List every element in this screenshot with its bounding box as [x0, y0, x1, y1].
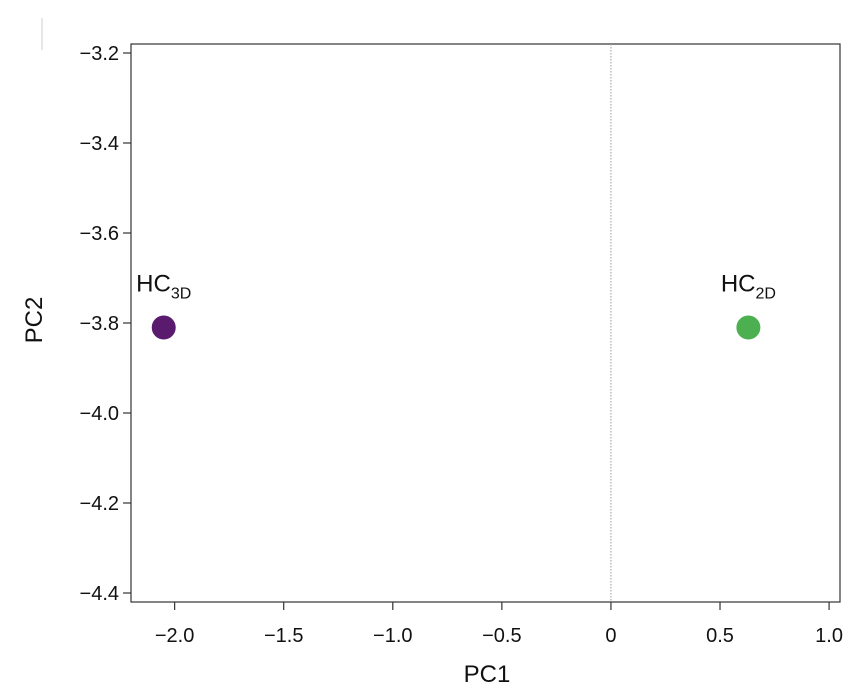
x-tick-label: −1.5: [264, 625, 303, 647]
y-tick-label: −3.8: [80, 313, 119, 335]
point-label-main: HC: [721, 271, 756, 298]
y-tick-label: −3.4: [80, 133, 119, 155]
data-point-hc-2d: [736, 315, 761, 340]
y-tick-label: −4.0: [80, 403, 119, 425]
data-point-hc-3d: [151, 315, 176, 340]
x-tick-label: −1.0: [373, 625, 412, 647]
y-tick-label: −4.2: [80, 493, 119, 515]
plot-frame: [130, 43, 841, 603]
y-axis-ticks: −3.2 −3.4 −3.6 −3.8 −4.0 −4.2 −4.4: [80, 43, 131, 605]
point-label-subscript: 2D: [755, 286, 775, 303]
x-axis-ticks: −2.0 −1.5 −1.0 −0.5 0 0.5 1.0: [155, 602, 843, 647]
x-axis-title: PC1: [464, 661, 511, 688]
x-tick-label: −0.5: [482, 625, 521, 647]
y-tick-label: −4.4: [80, 583, 119, 605]
y-axis-title: PC2: [21, 297, 48, 344]
point-label: HC2D: [721, 271, 776, 303]
x-tick-label: 1.0: [815, 625, 843, 647]
x-tick-label: −2.0: [155, 625, 194, 647]
point-label: HC3D: [136, 271, 191, 303]
y-tick-label: −3.6: [80, 223, 119, 245]
point-label-main: HC: [136, 271, 171, 298]
x-tick-label: 0: [605, 625, 616, 647]
y-tick-label: −3.2: [80, 43, 119, 65]
data-points: HC3D HC2D: [136, 271, 776, 340]
point-label-subscript: 3D: [171, 286, 191, 303]
x-tick-label: 0.5: [706, 625, 734, 647]
